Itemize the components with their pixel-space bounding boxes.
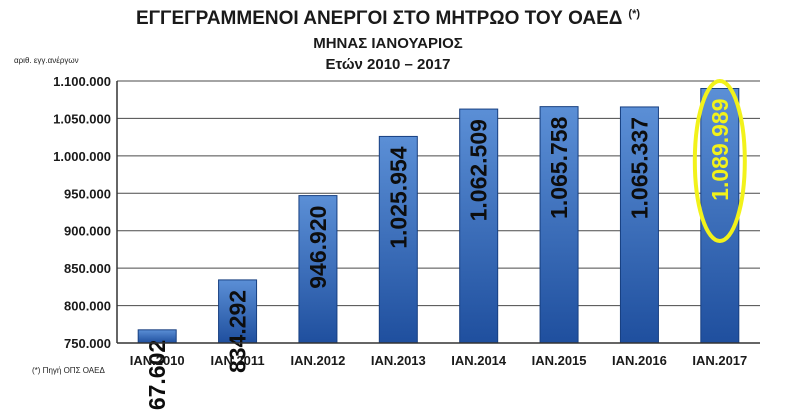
bar — [539, 106, 579, 344]
bar-value-label: 1.089.989 — [707, 98, 733, 200]
bar-value-labels: 767.602 834.292 946.920 1.025.954 1.062.509 1… — [144, 78, 747, 410]
y-axis-ticks: 750.000 800.000 850.000 900.000 950.000 1.000… — [53, 74, 111, 351]
bar — [619, 106, 659, 344]
y-tick-label: 850.000 — [64, 261, 111, 276]
bar-value-label: 946.920 — [305, 206, 331, 289]
bar — [298, 195, 338, 344]
bars — [137, 87, 740, 344]
x-tick-label: ΙΑΝ.2012 — [290, 353, 345, 368]
y-tick-label: 1.050.000 — [53, 111, 111, 126]
bar-value-label: 1.025.954 — [385, 146, 411, 249]
chart-title: ΕΓΓΕΓΡΑΜΜΕΝΟΙ ΑΝΕΡΓΟΙ ΣΤΟ ΜΗΤΡΩΟ ΤΟΥ ΟΑΕ… — [136, 8, 640, 29]
chart-subtitle-years: Ετών 2010 – 2017 — [326, 56, 451, 73]
y-tick-label: 1.000.000 — [53, 149, 111, 164]
gridlines — [117, 80, 760, 344]
y-tick-label: 800.000 — [64, 299, 111, 314]
chart-title-mark: (*) — [628, 8, 640, 20]
y-tick-label: 1.100.000 — [53, 74, 111, 89]
x-tick-label: ΙΑΝ.2017 — [692, 353, 747, 368]
bar-value-label: 1.062.509 — [466, 119, 492, 221]
chart-subtitle: ΜΗΝΑΣ ΙΑΝΟΥΑΡΙΟΣ — [313, 35, 463, 52]
y-axis-label: αριθ. εγγ.ανέργων — [14, 56, 79, 65]
highlight-ring — [692, 78, 747, 243]
bar-value-label: 834.292 — [225, 290, 251, 373]
bar — [218, 279, 258, 344]
bar-value-label: 1.065.337 — [626, 117, 652, 219]
chart-title-text: ΕΓΓΕΓΡΑΜΜΕΝΟΙ ΑΝΕΡΓΟΙ ΣΤΟ ΜΗΤΡΩΟ ΤΟΥ ΟΑΕ… — [136, 8, 622, 29]
footnote: (*) Πηγή ΟΠΣ ΟΑΕΔ — [32, 366, 105, 375]
y-tick-label: 950.000 — [64, 186, 111, 201]
bar-value-label: 767.602 — [144, 340, 170, 410]
x-tick-label: ΙΑΝ.2014 — [451, 353, 507, 368]
bar — [378, 135, 418, 344]
x-tick-label: ΙΑΝ.2011 — [210, 353, 264, 368]
bar — [459, 108, 499, 344]
y-tick-label: 750.000 — [64, 336, 111, 351]
y-tick-label: 900.000 — [64, 224, 111, 239]
x-tick-label: ΙΑΝ.2016 — [612, 353, 667, 368]
x-axis-ticks: ΙΑΝ.2010 ΙΑΝ.2011 ΙΑΝ.2012 ΙΑΝ.2013 ΙΑΝ.2014… — [130, 353, 748, 368]
x-tick-label: ΙΑΝ.2010 — [130, 353, 185, 368]
bar-value-label: 1.065.758 — [546, 116, 572, 219]
bar — [700, 87, 740, 344]
x-tick-label: ΙΑΝ.2015 — [532, 353, 587, 368]
x-tick-label: ΙΑΝ.2013 — [371, 353, 426, 368]
